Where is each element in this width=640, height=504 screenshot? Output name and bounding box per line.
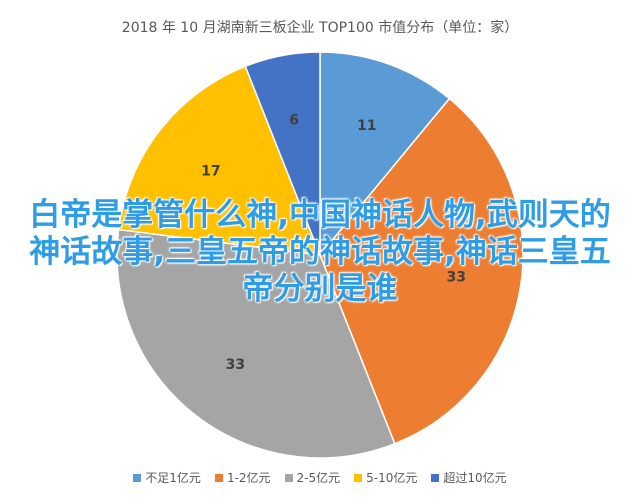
pie-slice-3: [116, 228, 396, 459]
data-label-3: 33: [226, 357, 245, 373]
legend-label: 5-10亿元: [366, 471, 418, 485]
legend-swatch: [214, 473, 223, 482]
data-label-5: 6: [289, 112, 299, 128]
pie-slices: [116, 51, 524, 459]
legend-label: 1-2亿元: [226, 471, 271, 485]
legend-label: 超过10亿元: [443, 471, 507, 485]
data-label-1: 11: [357, 118, 376, 134]
legend-label: 2-5亿元: [296, 471, 341, 485]
data-label-2: 33: [447, 270, 466, 286]
legend-item-2: 1-2亿元: [214, 469, 271, 486]
overlay-caption: 白帝是掌管什么神,中国神话人物,武则天的神话故事,三皇五帝的神话故事,神话三皇五…: [29, 197, 611, 307]
chart-title: 2018 年 10 月湖南新三板企业 TOP100 市值分布（单位：家）: [121, 20, 519, 36]
pie-slice-2: [319, 97, 524, 445]
legend-item-1: 不足1亿元: [133, 469, 201, 486]
legend-swatch: [354, 473, 363, 482]
pie-slice-5: [244, 51, 321, 256]
legend: 不足1亿元 1-2亿元 2-5亿元 5-10亿元 超过10亿元: [0, 469, 640, 486]
pie-data-labels: 11 33 33 17 6: [201, 112, 466, 373]
legend-swatch: [431, 473, 440, 482]
legend-item-5: 超过10亿元: [431, 469, 507, 486]
data-label-4: 17: [201, 163, 220, 179]
legend-item-4: 5-10亿元: [354, 469, 417, 486]
legend-swatch: [284, 473, 293, 482]
pie-slice-1: [319, 51, 451, 258]
legend-label: 不足1亿元: [145, 471, 201, 485]
legend-item-3: 2-5亿元: [284, 469, 341, 486]
pie-slice-4: [117, 65, 322, 256]
legend-swatch: [133, 473, 142, 482]
